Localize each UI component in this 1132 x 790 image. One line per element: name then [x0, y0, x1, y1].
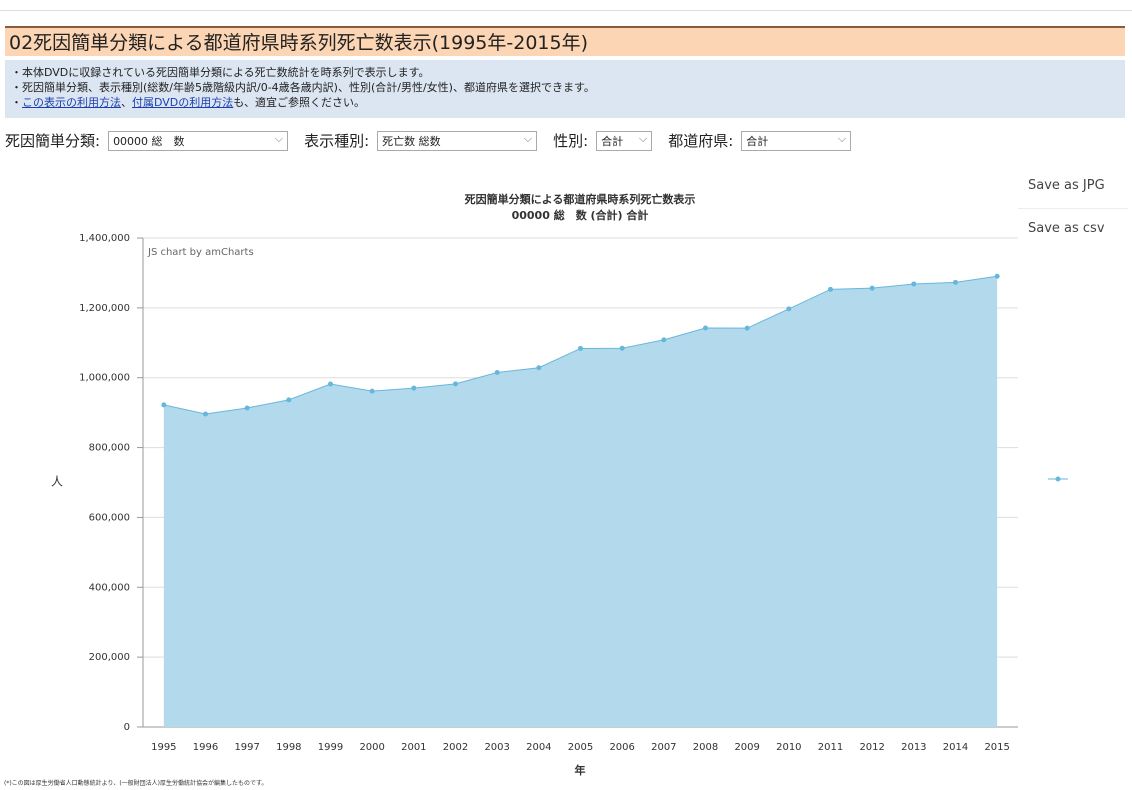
- bullet: ・: [11, 96, 22, 109]
- point: [203, 411, 208, 417]
- control-label: 表示種別:: [304, 132, 370, 150]
- link[interactable]: 付属DVDの利用方法: [132, 96, 234, 109]
- y-tick-label: 400,000: [89, 582, 130, 593]
- x-tick-label: 1998: [276, 742, 301, 753]
- text: 、: [121, 96, 132, 109]
- y-tick-label: 200,000: [89, 652, 130, 663]
- x-tick-label: 2012: [859, 742, 884, 753]
- button[interactable]: Save as JPG: [1028, 178, 1105, 193]
- desc-line: ・この表示の利用方法、付属DVDの利用方法も、適宜ご参照ください。: [11, 95, 1119, 110]
- x-tick-label: 2003: [484, 742, 509, 753]
- x-axis-label: 年: [575, 763, 586, 777]
- x-tick-label: 1997: [234, 742, 259, 753]
- point: [161, 402, 167, 408]
- chart-subtitle: 00000 総 数 (合計) 合計: [512, 208, 649, 222]
- footnote: (*)この図は厚生労働省人口動態統計より、(一般財団法人)厚生労働統計協会が編集…: [4, 780, 268, 787]
- chart-title: 死因簡単分類による都道府県時系列死亡数表示: [465, 192, 696, 206]
- description: ・本体DVDに収録されている死因簡単分類による死亡数統計を時系列で表示します。 …: [5, 60, 1125, 118]
- point: [786, 306, 792, 312]
- point: [286, 397, 292, 403]
- point: [494, 369, 500, 375]
- controls: 死因簡単分類: 00000 総 数 表示種別: 死亡数 総数 性別: 合計 都道…: [5, 129, 852, 151]
- line: [163, 275, 998, 415]
- point: [411, 385, 417, 391]
- x-tick-label: 2002: [443, 742, 468, 753]
- select[interactable]: 合計: [596, 129, 653, 151]
- select[interactable]: 00000 総 数: [108, 129, 289, 151]
- x-tick-label: 1999: [318, 742, 343, 753]
- x-tick-label: 2007: [651, 742, 676, 753]
- x-tick-label: 1995: [151, 742, 176, 753]
- point: [744, 325, 750, 331]
- x-tick-label: 2009: [734, 742, 759, 753]
- x-tick-label: 2005: [568, 742, 593, 753]
- point: [619, 345, 625, 351]
- point: [244, 405, 250, 411]
- desc-line: ・本体DVDに収録されている死因簡単分類による死亡数統計を時系列で表示します。: [11, 66, 430, 79]
- control-label: 死因簡単分類:: [5, 132, 101, 150]
- button[interactable]: Save as csv: [1018, 208, 1128, 248]
- point: [536, 365, 542, 371]
- text: も、適宜ご参照ください。: [233, 96, 365, 109]
- point: [703, 325, 708, 331]
- desc-line: ・死因簡単分類、表示種別(総数/年齢5歳階級内訳/0-4歳各歳内訳)、性別(合計…: [11, 81, 595, 94]
- point: [911, 281, 917, 287]
- point: [328, 381, 333, 387]
- y-tick-label: 1,400,000: [79, 233, 130, 244]
- point: [578, 345, 583, 351]
- x-tick-label: 2013: [901, 742, 926, 753]
- page-title: 02死因簡単分類による都道府県時系列死亡数表示(1995年-2015年): [5, 26, 1125, 56]
- y-axis-label: 人: [51, 475, 63, 489]
- x-tick-label: 2011: [818, 742, 843, 753]
- y-tick-label: 800,000: [89, 443, 130, 454]
- x-tick-label: 1996: [193, 742, 218, 753]
- select[interactable]: 死亡数 総数: [377, 129, 538, 151]
- x-tick-label: 2000: [359, 742, 384, 753]
- x-tick-label: 2014: [943, 742, 968, 753]
- x-tick-label: 2010: [776, 742, 801, 753]
- link[interactable]: この表示の利用方法: [22, 96, 121, 109]
- credit: JS chart by amCharts: [147, 247, 254, 258]
- point: [869, 285, 875, 291]
- area: [163, 276, 998, 727]
- point: [661, 337, 667, 343]
- y-tick-label: 1,200,000: [79, 303, 130, 314]
- select[interactable]: 合計: [741, 129, 852, 151]
- control-label: 性別:: [553, 132, 589, 150]
- control-label: 都道府県:: [668, 132, 734, 150]
- point: [453, 381, 458, 387]
- y-tick-label: 600,000: [89, 512, 130, 523]
- x-tick-label: 2008: [693, 742, 718, 753]
- y-tick-label: 0: [124, 722, 130, 733]
- legend-marker: [1055, 476, 1061, 482]
- point: [953, 279, 958, 285]
- x-tick-label: 2015: [984, 742, 1009, 753]
- point: [369, 388, 375, 394]
- point: [828, 286, 833, 292]
- divider: [0, 10, 1132, 11]
- point: [994, 273, 1000, 279]
- y-tick-label: 1,000,000: [79, 373, 130, 384]
- x-tick-label: 2001: [401, 742, 426, 753]
- x-tick-label: 2004: [526, 742, 551, 753]
- x-tick-label: 2006: [609, 742, 634, 753]
